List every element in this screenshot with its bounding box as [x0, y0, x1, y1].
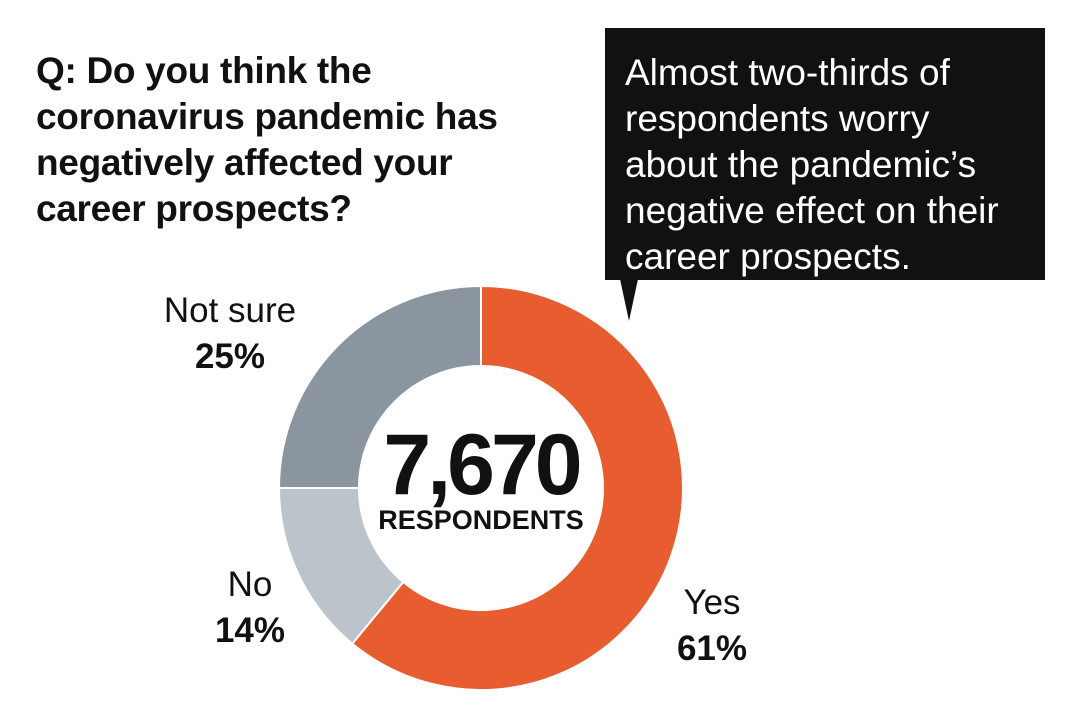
chart-title: Q: Do you think the coronavirus pandemic…	[36, 50, 498, 229]
donut-slices	[277, 284, 684, 691]
slice-label-yes: Yes 61%	[677, 583, 747, 668]
callout-annotation: Almost two-thirds of respondents worry a…	[625, 52, 999, 277]
center-caption: RESPONDENTS	[378, 505, 584, 535]
slice-value: 61%	[677, 629, 747, 668]
slice-name: Not sure	[164, 291, 296, 330]
center-total: 7,670	[383, 417, 579, 513]
donut-center: 7,670 RESPONDENTS	[378, 417, 584, 535]
slice-value: 25%	[195, 337, 265, 376]
slice-value: 14%	[215, 611, 285, 650]
callout-pointer	[620, 279, 638, 321]
donut-slice-not-sure	[277, 284, 482, 489]
slice-label-not-sure: Not sure 25%	[164, 291, 296, 376]
slice-label-no: No 14%	[215, 565, 285, 650]
slice-labels: Yes 61% No 14% Not sure 25%	[164, 291, 747, 668]
callout-box: Almost two-thirds of respondents worry a…	[605, 28, 1045, 280]
donut-slice-yes	[350, 284, 684, 691]
slice-name: No	[228, 565, 273, 604]
slice-name: Yes	[683, 583, 740, 622]
